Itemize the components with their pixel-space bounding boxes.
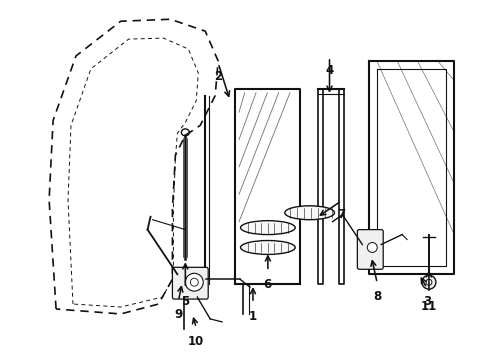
Text: 11: 11 [421,300,437,313]
Ellipse shape [181,129,189,136]
Ellipse shape [241,240,295,255]
Text: 2: 2 [214,70,222,83]
Ellipse shape [422,275,436,289]
Text: 1: 1 [249,310,257,323]
Text: 4: 4 [325,64,334,77]
Text: 5: 5 [181,295,190,308]
Text: 8: 8 [373,290,381,303]
FancyBboxPatch shape [172,267,208,299]
FancyBboxPatch shape [357,230,383,269]
Circle shape [190,278,198,286]
Text: 3: 3 [423,295,431,308]
Circle shape [368,243,377,252]
Text: 10: 10 [188,335,204,348]
Text: 7: 7 [338,208,345,221]
Circle shape [185,273,203,291]
Ellipse shape [285,206,335,220]
Ellipse shape [241,221,295,235]
Ellipse shape [426,279,432,285]
Text: 9: 9 [174,308,182,321]
Text: 6: 6 [264,278,272,291]
